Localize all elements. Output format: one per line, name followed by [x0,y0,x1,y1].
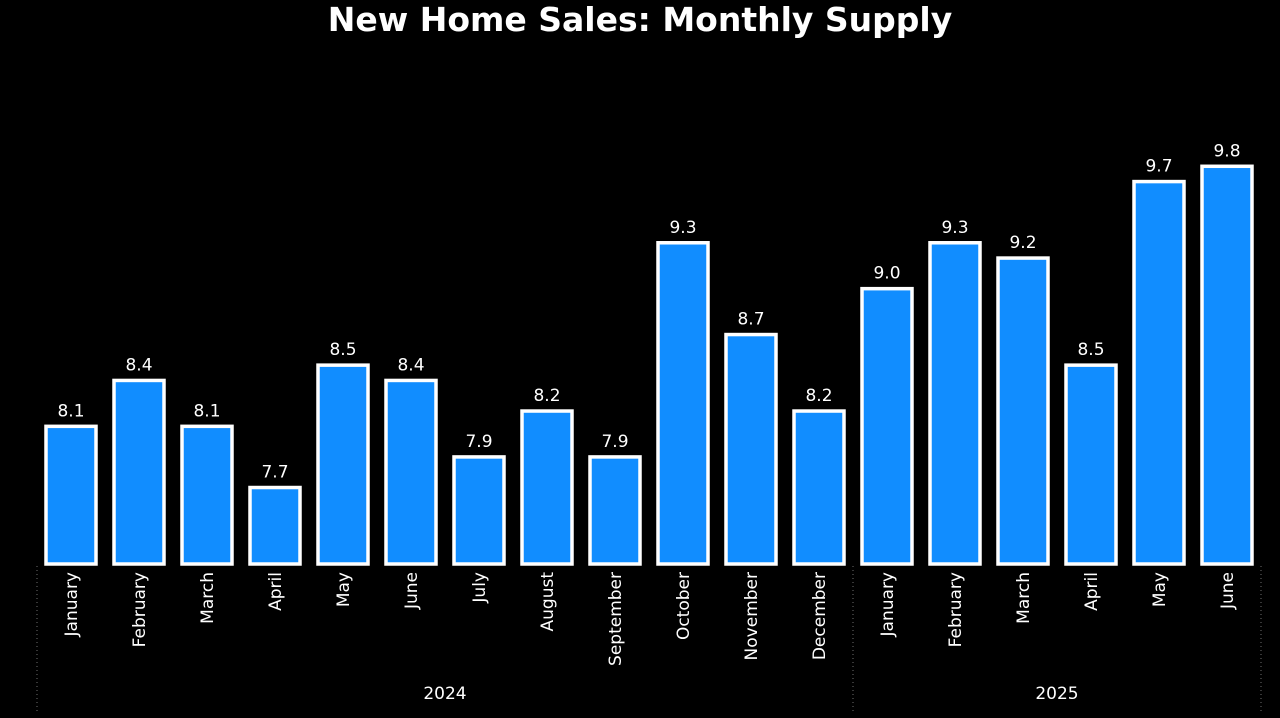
x-tick-label-8: August [538,572,558,632]
x-tick-label-16: April [1082,572,1102,611]
bar-2[interactable] [112,378,166,566]
data-label-14: 9.3 [941,218,968,238]
x-tick-label-9: September [606,572,626,666]
bar-9[interactable] [588,455,642,566]
bar-15[interactable] [996,256,1050,566]
x-tick-label-4: April [266,572,286,611]
data-label-13: 9.0 [873,264,900,284]
x-tick-label-13: January [878,572,898,637]
x-tick-label-18: June [1218,572,1238,610]
x-tick-label-14: February [946,572,966,647]
bar-11[interactable] [724,332,778,566]
data-label-3: 8.1 [193,401,220,421]
data-label-9: 7.9 [601,432,628,452]
x-tick-label-3: March [198,572,218,624]
chart-title: New Home Sales: Monthly Supply [327,0,953,39]
x-tick-label-5: May [334,572,354,607]
bar-10[interactable] [656,241,710,566]
data-label-17: 9.7 [1145,157,1172,177]
data-label-12: 8.2 [805,386,832,406]
data-label-18: 9.8 [1213,141,1240,161]
x-tick-label-11: November [742,572,762,660]
bar-12[interactable] [792,409,846,566]
x-tick-label-2: February [130,572,150,647]
bar-7[interactable] [452,455,506,566]
bar-16[interactable] [1064,363,1118,566]
bar-5[interactable] [316,363,370,566]
bar-8[interactable] [520,409,574,566]
x-tick-label-17: May [1150,572,1170,607]
data-label-16: 8.5 [1077,340,1104,360]
x-tick-label-10: October [674,572,694,640]
data-label-15: 9.2 [1009,233,1036,253]
x-tick-label-12: December [810,572,830,660]
bar-4[interactable] [248,485,302,566]
group-label-2024: 2024 [423,684,466,704]
data-label-4: 7.7 [261,463,288,483]
data-label-8: 8.2 [533,386,560,406]
data-label-11: 8.7 [737,310,764,330]
x-tick-label-1: January [62,572,82,637]
data-label-1: 8.1 [57,401,84,421]
data-label-5: 8.5 [329,340,356,360]
bar-1[interactable] [44,424,98,566]
x-tick-label-6: June [402,572,422,610]
data-label-2: 8.4 [125,355,152,375]
bar-6[interactable] [384,378,438,566]
data-label-6: 8.4 [397,355,424,375]
bar-13[interactable] [860,286,914,566]
x-tick-label-15: March [1014,572,1034,624]
data-label-7: 7.9 [465,432,492,452]
group-label-2025: 2025 [1035,684,1078,704]
bar-18[interactable] [1200,164,1254,566]
bar-3[interactable] [180,424,234,566]
bar-14[interactable] [928,241,982,566]
data-label-10: 9.3 [669,218,696,238]
x-tick-label-7: July [470,572,490,604]
bar-17[interactable] [1132,179,1186,566]
